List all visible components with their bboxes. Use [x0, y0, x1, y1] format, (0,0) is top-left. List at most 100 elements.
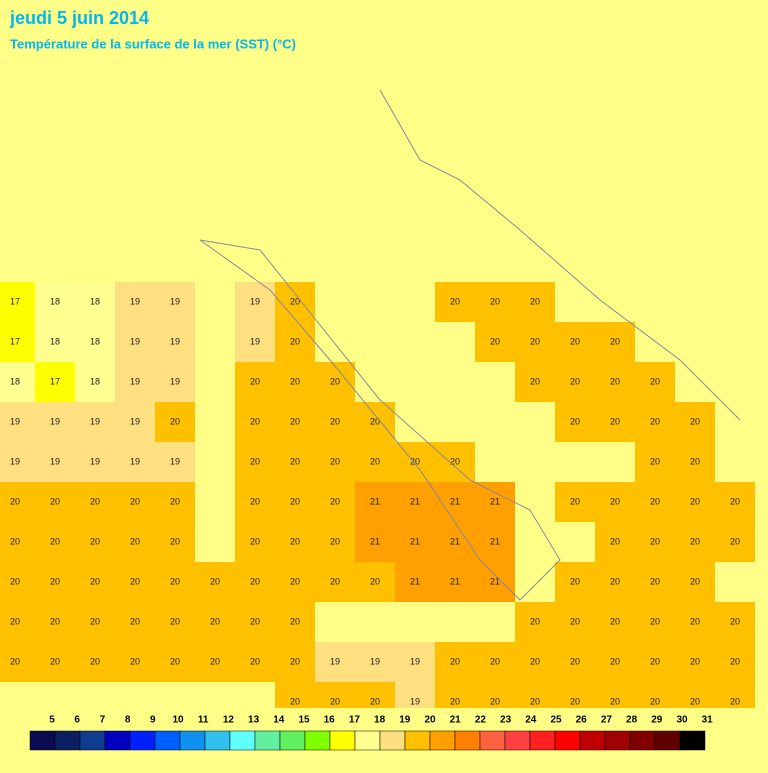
sea-cell: [675, 602, 715, 642]
sea-cell: [275, 482, 315, 522]
sst-value: 19: [10, 416, 20, 426]
sst-value: 20: [730, 656, 740, 666]
sea-cell: [235, 362, 275, 402]
sea-cell: [235, 402, 275, 442]
sst-value: 20: [610, 576, 620, 586]
sea-cell: [155, 282, 195, 322]
sea-cell: [675, 442, 715, 482]
sea-cell: [35, 362, 75, 402]
sst-value: 20: [570, 696, 580, 706]
sea-cell: [675, 562, 715, 602]
sea-cell: [675, 522, 715, 562]
sea-cell: [515, 362, 555, 402]
sst-value: 20: [690, 536, 700, 546]
sst-value: 20: [330, 536, 340, 546]
sst-value: 20: [530, 336, 540, 346]
sst-value: 20: [250, 536, 260, 546]
sea-cell: [155, 522, 195, 562]
sea-cell: [155, 602, 195, 642]
legend-label: 17: [349, 715, 361, 726]
sea-cell: [395, 642, 435, 682]
sea-cell: [355, 642, 395, 682]
sea-cell: [35, 602, 75, 642]
legend-swatch: [29, 730, 56, 751]
sst-value: 19: [130, 336, 140, 346]
sst-value: 20: [90, 616, 100, 626]
sst-value: 20: [730, 536, 740, 546]
sea-cell: [555, 402, 595, 442]
sst-value: 20: [370, 456, 380, 466]
sst-value: 20: [290, 376, 300, 386]
sea-cell: [75, 562, 115, 602]
sst-value: 20: [250, 496, 260, 506]
legend-label: 11: [198, 715, 209, 726]
sea-cell: [0, 642, 35, 682]
sea-cell: [475, 482, 515, 522]
sea-cell: [275, 442, 315, 482]
sea-cell: [115, 482, 155, 522]
coastline: [199, 239, 561, 601]
legend-swatch: [304, 730, 331, 751]
sst-value: 21: [490, 496, 500, 506]
sst-value: 20: [530, 616, 540, 626]
sst-value: 19: [90, 416, 100, 426]
legend-swatch: [254, 730, 281, 751]
sst-value: 21: [370, 536, 380, 546]
sea-cell: [75, 522, 115, 562]
legend-label: 8: [125, 715, 131, 726]
sst-value: 20: [450, 456, 460, 466]
sst-value: 20: [290, 336, 300, 346]
sea-cell: [115, 282, 155, 322]
sst-value: 20: [730, 496, 740, 506]
sea-cell: [195, 562, 235, 602]
sst-value: 20: [10, 536, 20, 546]
sea-cell: [555, 322, 595, 362]
legend-label: 28: [626, 715, 638, 726]
sst-value: 18: [90, 296, 100, 306]
legend-label: 5: [49, 715, 55, 726]
sst-value: 20: [690, 616, 700, 626]
legend-label: 21: [450, 715, 462, 726]
sst-value: 20: [250, 376, 260, 386]
sst-value: 20: [570, 576, 580, 586]
sst-value: 20: [170, 656, 180, 666]
sst-value: 21: [490, 576, 500, 586]
legend-swatch: [354, 730, 381, 751]
sst-value: 20: [450, 656, 460, 666]
sea-cell: [35, 282, 75, 322]
legend-swatch: [279, 730, 306, 751]
legend-swatch: [529, 730, 556, 751]
sst-value: 19: [170, 296, 180, 306]
sst-value: 20: [690, 696, 700, 706]
sea-cell: [35, 642, 75, 682]
sst-value: 18: [50, 336, 60, 346]
sst-value: 20: [570, 336, 580, 346]
sst-value: 20: [10, 656, 20, 666]
legend-swatch: [579, 730, 606, 751]
sst-value: 20: [370, 696, 380, 706]
legend-label: 10: [172, 715, 184, 726]
sea-cell: [155, 562, 195, 602]
legend-swatch: [479, 730, 506, 751]
sst-value: 20: [250, 456, 260, 466]
sst-value: 20: [50, 536, 60, 546]
sea-cell: [635, 442, 675, 482]
sst-value: 20: [210, 616, 220, 626]
sea-cell: [635, 522, 675, 562]
sst-value: 20: [570, 416, 580, 426]
sst-value: 20: [10, 616, 20, 626]
legend-swatch: [654, 730, 681, 751]
sst-value: 19: [330, 656, 340, 666]
sst-value: 20: [290, 656, 300, 666]
sst-value: 20: [410, 456, 420, 466]
sea-cell: [315, 402, 355, 442]
sst-value: 20: [610, 696, 620, 706]
sst-value: 20: [130, 616, 140, 626]
sea-cell: [35, 562, 75, 602]
sea-cell: [635, 562, 675, 602]
sst-value: 21: [370, 496, 380, 506]
sst-value: 20: [130, 656, 140, 666]
sst-value: 19: [130, 296, 140, 306]
